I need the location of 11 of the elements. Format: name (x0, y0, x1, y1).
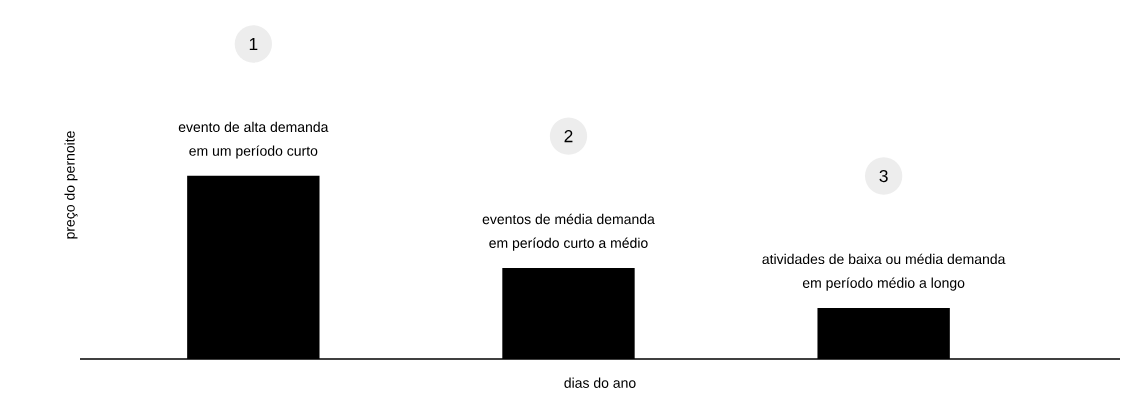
text: em um período curto (189, 145, 318, 159)
text: 2 (564, 130, 573, 143)
annotation: 3 (879, 169, 888, 183)
annotation: em período curto a médio (489, 237, 648, 251)
annotation: eventos de média demanda (482, 213, 655, 225)
text: evento de alta demanda (178, 121, 329, 133)
annotation: em período médio a longo (802, 277, 965, 291)
annotation: atividades de baixa ou média demanda (762, 253, 1006, 265)
text: 1 (249, 38, 258, 50)
y-axis-title: preço do pernoite (64, 131, 78, 239)
x-axis-title: dias do ano (564, 377, 636, 388)
